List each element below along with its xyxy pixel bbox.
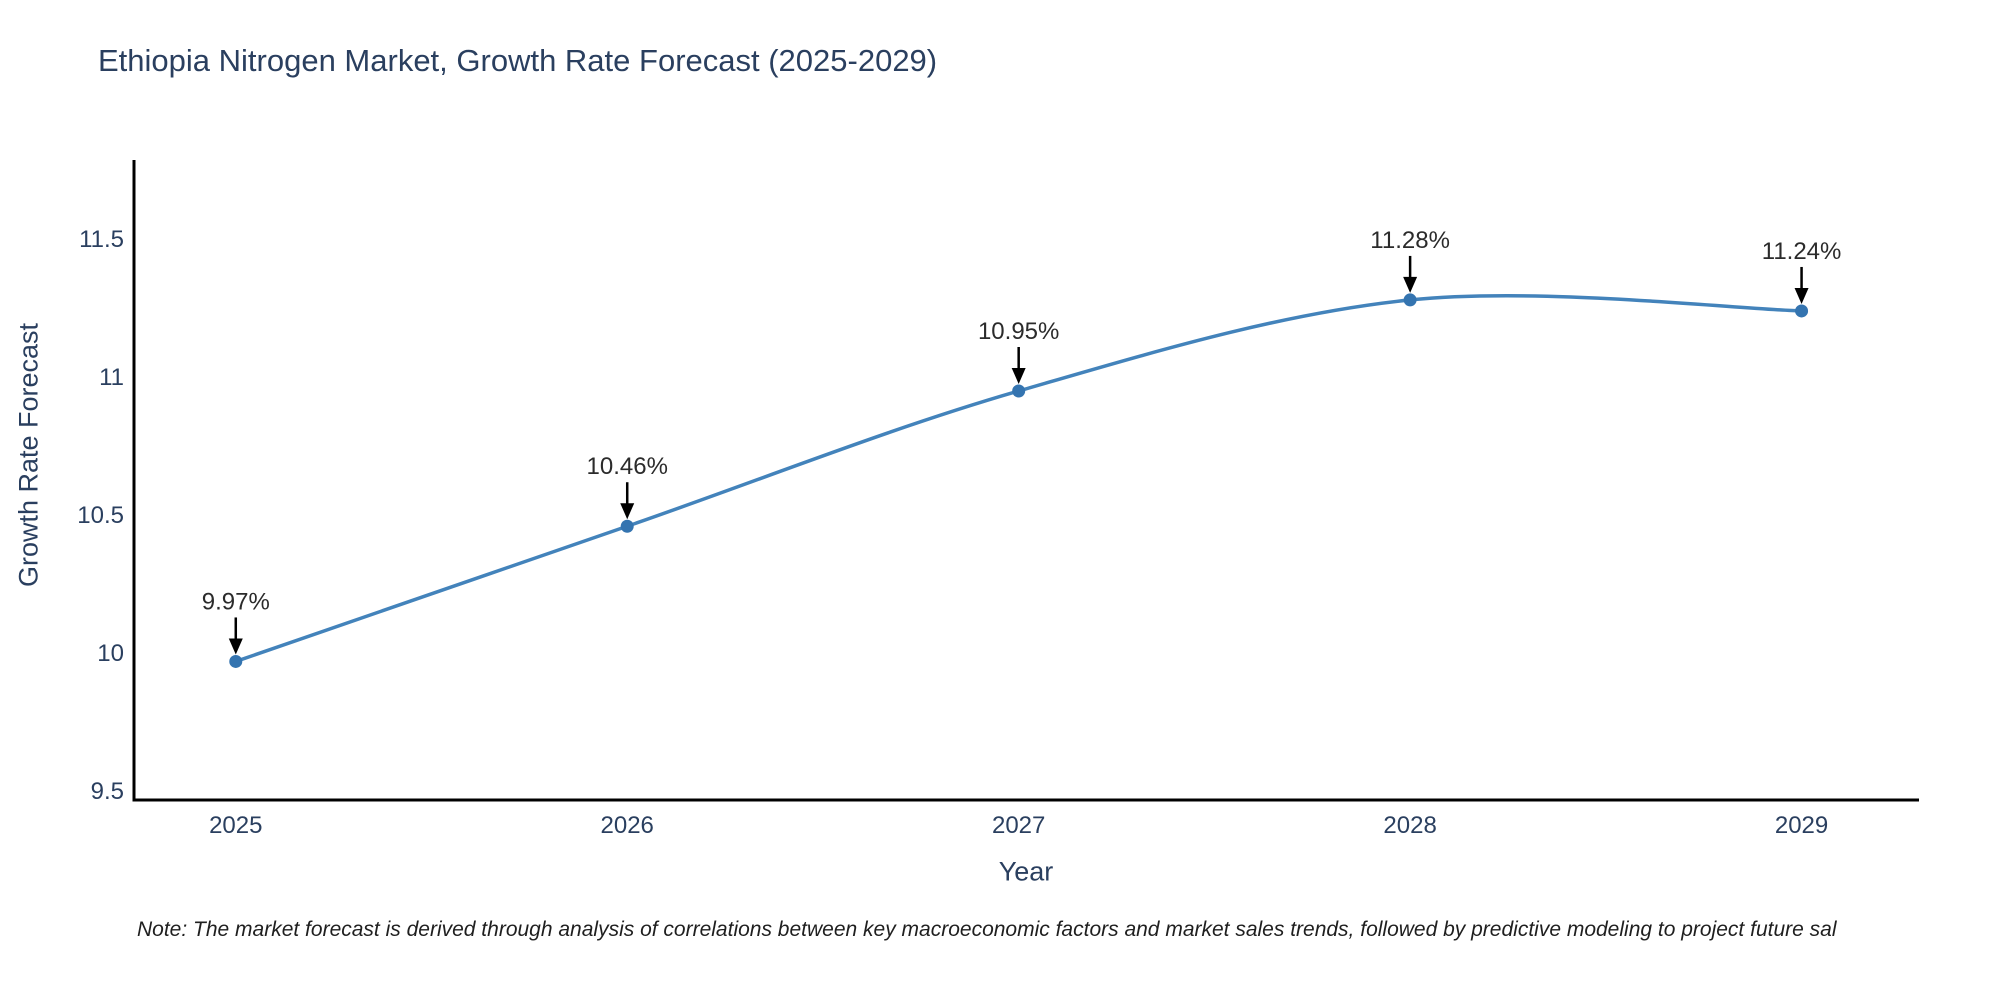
y-tick-label: 10 bbox=[97, 640, 124, 667]
data-point-2029[interactable] bbox=[1795, 304, 1809, 318]
footnote: Note: The market forecast is derived thr… bbox=[137, 918, 1837, 941]
data-point-2026[interactable] bbox=[620, 519, 634, 533]
x-tick-label: 2025 bbox=[209, 812, 262, 839]
y-tick-label: 9.5 bbox=[91, 778, 124, 805]
data-point-label: 11.28% bbox=[1370, 227, 1450, 254]
x-tick-label: 2028 bbox=[1383, 812, 1436, 839]
data-point-label: 11.24% bbox=[1762, 238, 1842, 265]
annotation-arrow-head bbox=[1794, 287, 1809, 304]
annotation-arrow-head bbox=[620, 503, 635, 520]
x-tick-label: 2027 bbox=[992, 812, 1045, 839]
y-tick-label: 10.5 bbox=[77, 502, 124, 529]
annotation-arrow-head bbox=[228, 638, 243, 655]
data-point-2028[interactable] bbox=[1403, 293, 1417, 307]
x-tick-label: 2029 bbox=[1775, 812, 1828, 839]
annotation-arrow-head bbox=[1403, 276, 1418, 293]
x-tick-label: 2026 bbox=[601, 812, 654, 839]
data-point-label: 10.95% bbox=[978, 318, 1059, 345]
data-point-label: 9.97% bbox=[202, 588, 270, 615]
y-tick-label: 11.5 bbox=[79, 226, 124, 253]
data-point-label: 10.46% bbox=[587, 453, 668, 480]
y-tick-label: 11 bbox=[99, 364, 124, 391]
annotation-arrow-head bbox=[1011, 367, 1026, 384]
chart-title: Ethiopia Nitrogen Market, Growth Rate Fo… bbox=[98, 43, 938, 78]
x-axis-title: Year bbox=[998, 856, 1054, 887]
data-point-2027[interactable] bbox=[1012, 384, 1026, 398]
data-point-2025[interactable] bbox=[229, 654, 243, 668]
